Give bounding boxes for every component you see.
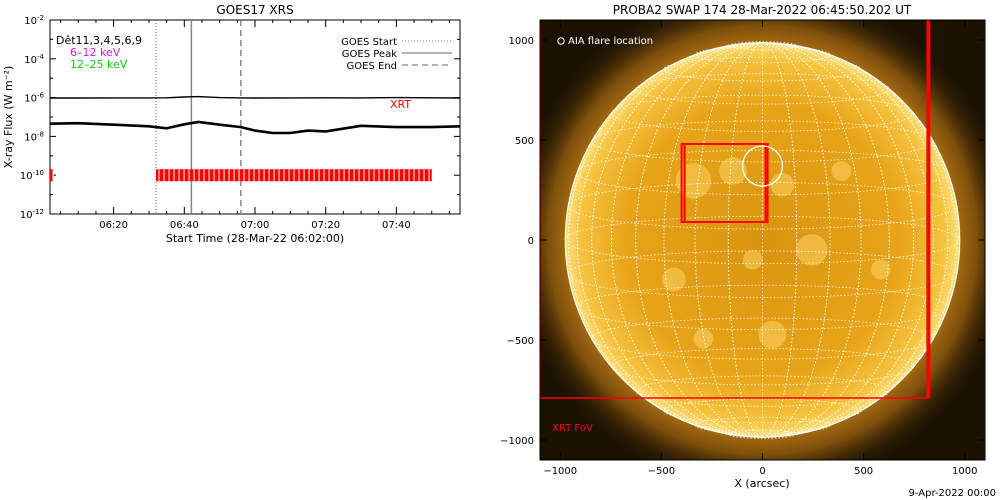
latitude-line xyxy=(635,73,890,105)
goes-x-tick-label: 06:40 xyxy=(170,220,199,231)
swap-x-axis: −1000 −500 0 500 1000 xyxy=(543,20,977,477)
swap-y-tick-label: 500 xyxy=(515,136,534,147)
swap-y-tick-label: −1000 xyxy=(500,436,534,447)
goes-event-lines xyxy=(155,20,242,214)
longitude-line xyxy=(663,42,862,438)
goes-legend-label: GOES Peak xyxy=(342,49,397,60)
aia-flare-circle xyxy=(741,145,784,187)
active-region xyxy=(758,320,787,349)
longitude-line xyxy=(635,42,890,438)
goes-x-tick-label: 06:20 xyxy=(99,220,128,231)
latitude-line xyxy=(663,398,862,424)
swap-x-tick-label: −1000 xyxy=(543,466,577,477)
latitude-line xyxy=(591,120,934,163)
latitude-line xyxy=(576,149,949,196)
active-region xyxy=(742,249,763,270)
active-region xyxy=(770,172,795,197)
active-region xyxy=(870,259,891,280)
goes-x-tick-label: 07:00 xyxy=(241,220,270,231)
band-high-label: 12–25 keV xyxy=(70,58,128,71)
xrt-fov-label: XRT FoV xyxy=(552,423,593,434)
goes-title: GOES17 XRS xyxy=(216,3,293,17)
swap-y-tick-label: 1000 xyxy=(509,36,534,47)
latitude-line xyxy=(635,375,890,407)
latitude-line xyxy=(567,182,958,230)
active-region xyxy=(661,267,686,292)
swap-x-tick-label: 500 xyxy=(854,466,873,477)
flare-legend-marker xyxy=(557,37,565,45)
goes-x-tick-label: 07:40 xyxy=(382,220,411,231)
goes-x-axis-label: Start Time (28-Mar-22 06:02:00) xyxy=(166,232,344,245)
footer-date: 9-Apr-2022 00:00 xyxy=(909,488,996,499)
xrt-observation-marks xyxy=(50,169,432,182)
band-low-label: 6–12 keV xyxy=(70,46,121,59)
goes-y-tick-label: 10-4 xyxy=(24,53,44,66)
flare-legend-label: AIA flare location xyxy=(568,36,653,47)
swap-y-tick-label: 0 xyxy=(528,236,534,247)
goes-x-tick-label: 07:20 xyxy=(311,220,340,231)
xrt-observation-bar xyxy=(50,169,54,182)
swap-y-axis: 1000 500 0 −500 −1000 xyxy=(500,36,985,447)
active-region xyxy=(831,161,852,181)
active-region xyxy=(693,328,714,349)
goes-chart: GOES17 XRS 10-2 10-4 10-6 10-8 10-10 10-12 06… xyxy=(2,3,461,245)
longitude-line xyxy=(727,42,798,438)
xrt-label: XRT xyxy=(390,98,411,111)
goes-y-tick-label: 10-2 xyxy=(24,14,44,27)
swap-x-axis-label: X (arcsec) xyxy=(734,477,789,490)
detector-label: Dêt11,3,4,5,6,9 xyxy=(56,34,142,47)
active-region xyxy=(796,234,828,266)
active-region xyxy=(719,157,747,185)
longitude-line xyxy=(567,42,958,438)
goes-y-tick-label: 10-6 xyxy=(24,92,44,105)
xrt-pointing-box xyxy=(683,143,767,223)
goes-x-axis: 06:20 06:40 07:00 07:20 07:40 xyxy=(60,20,450,231)
goes-y-axis-label: X-ray Flux (W m⁻²) xyxy=(2,66,15,168)
swap-title: PROBA2 SWAP 174 28-Mar-2022 06:45:50.202… xyxy=(613,3,912,17)
heliographic-grid xyxy=(564,41,961,439)
longitude-line xyxy=(591,42,934,438)
latitude-line xyxy=(591,317,934,360)
goes-y-tick-label: 10-8 xyxy=(24,130,44,143)
goes-legend-label: GOES Start xyxy=(341,37,397,48)
swap-image-chart: PROBA2 SWAP 174 28-Mar-2022 06:45:50.202… xyxy=(500,3,986,490)
xrt-fov-overlays xyxy=(540,20,931,399)
swap-y-tick-label: −500 xyxy=(507,336,534,347)
longitude-line xyxy=(576,42,949,438)
goes-series-long xyxy=(50,95,460,99)
swap-x-tick-label: 0 xyxy=(759,466,765,477)
swap-x-tick-label: 1000 xyxy=(952,466,977,477)
goes-legend-label: GOES End xyxy=(347,61,397,72)
goes-y-tick-label: 10-12 xyxy=(20,208,44,221)
goes-y-tick-label: 10-10 xyxy=(20,169,44,182)
swap-x-tick-label: −500 xyxy=(648,466,675,477)
goes-series-short xyxy=(50,120,460,135)
latitude-line xyxy=(564,215,961,265)
latitude-line xyxy=(567,250,958,298)
goes-series xyxy=(50,95,460,135)
